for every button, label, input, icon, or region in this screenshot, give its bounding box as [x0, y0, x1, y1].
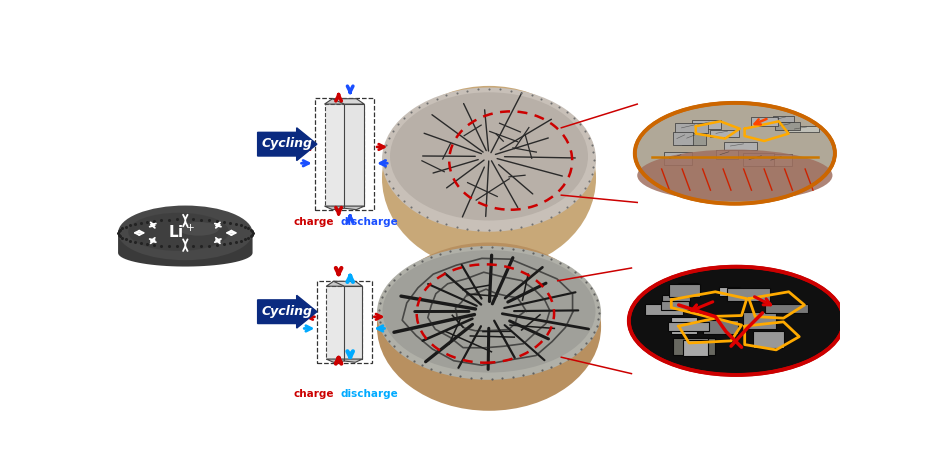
- Ellipse shape: [637, 149, 832, 201]
- Bar: [663, 152, 692, 165]
- Bar: [683, 340, 707, 356]
- Bar: [765, 304, 808, 313]
- Bar: [773, 115, 794, 122]
- Bar: [682, 132, 705, 145]
- Bar: [673, 132, 692, 145]
- Bar: [645, 304, 683, 315]
- Polygon shape: [334, 281, 362, 286]
- Bar: [716, 150, 738, 159]
- Text: Li$^+$: Li$^+$: [169, 223, 195, 240]
- Ellipse shape: [383, 250, 595, 373]
- Text: discharge: discharge: [341, 218, 398, 228]
- Ellipse shape: [390, 92, 588, 220]
- Ellipse shape: [128, 213, 229, 251]
- Polygon shape: [327, 281, 344, 286]
- Ellipse shape: [382, 86, 596, 270]
- Bar: [750, 117, 778, 126]
- Bar: [765, 154, 792, 166]
- Bar: [774, 122, 801, 130]
- Polygon shape: [325, 99, 344, 104]
- Polygon shape: [118, 233, 253, 266]
- Ellipse shape: [634, 103, 835, 204]
- Polygon shape: [327, 359, 344, 362]
- Text: charge: charge: [293, 389, 334, 399]
- Bar: [327, 286, 362, 359]
- Bar: [675, 123, 708, 133]
- Bar: [710, 130, 739, 137]
- Bar: [743, 153, 773, 166]
- Ellipse shape: [178, 222, 219, 236]
- Bar: [724, 142, 757, 149]
- Bar: [743, 312, 776, 329]
- Bar: [692, 120, 721, 130]
- Bar: [728, 288, 771, 301]
- Bar: [669, 284, 700, 298]
- FancyArrow shape: [258, 128, 317, 160]
- Text: Cycling: Cycling: [261, 137, 312, 150]
- Bar: [753, 331, 784, 348]
- Polygon shape: [344, 206, 364, 210]
- Text: discharge: discharge: [341, 389, 398, 399]
- Bar: [314, 98, 374, 210]
- Bar: [661, 300, 689, 310]
- Ellipse shape: [629, 267, 843, 375]
- Polygon shape: [344, 104, 364, 206]
- Bar: [671, 317, 697, 334]
- Bar: [325, 104, 364, 206]
- Bar: [317, 281, 371, 363]
- FancyArrow shape: [258, 295, 317, 328]
- Ellipse shape: [382, 88, 596, 232]
- Text: charge: charge: [293, 218, 334, 228]
- Bar: [719, 287, 740, 296]
- Bar: [687, 338, 707, 347]
- Bar: [788, 126, 819, 132]
- Ellipse shape: [377, 246, 601, 380]
- Polygon shape: [344, 286, 362, 359]
- Bar: [661, 295, 689, 309]
- Bar: [668, 322, 709, 331]
- Text: Cycling: Cycling: [261, 305, 312, 318]
- Bar: [703, 320, 738, 334]
- Ellipse shape: [118, 206, 253, 260]
- Ellipse shape: [377, 243, 601, 411]
- Polygon shape: [332, 99, 364, 104]
- Polygon shape: [344, 359, 362, 362]
- Polygon shape: [325, 206, 344, 210]
- Bar: [678, 283, 699, 292]
- Bar: [674, 338, 715, 355]
